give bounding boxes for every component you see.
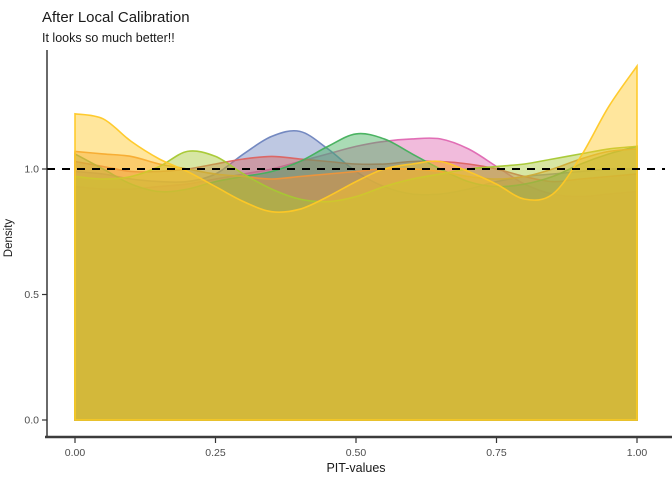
x-axis-label: PIT-values xyxy=(326,461,386,475)
x-tick-label: 0.00 xyxy=(65,447,86,459)
y-axis-label: Density xyxy=(3,218,15,258)
density-area-red xyxy=(74,155,638,421)
density-area-green xyxy=(74,132,638,421)
x-tick-label: 1.00 xyxy=(627,447,648,459)
density-area-gold xyxy=(74,63,638,421)
density-area-lime xyxy=(74,145,638,421)
x-tick-label: 0.75 xyxy=(486,447,507,459)
y-tick-label: 1.0 xyxy=(24,164,39,176)
y-tick-label: 0.0 xyxy=(24,415,39,427)
x-tick-label: 0.25 xyxy=(205,447,226,459)
density-area-blue xyxy=(74,129,638,421)
y-tick-label: 0.5 xyxy=(24,289,39,301)
x-tick-label: 0.50 xyxy=(346,447,367,459)
page-subtitle: It looks so much better!! xyxy=(42,31,175,45)
page-title: After Local Calibration xyxy=(42,9,190,26)
density-area-orange xyxy=(74,148,638,421)
